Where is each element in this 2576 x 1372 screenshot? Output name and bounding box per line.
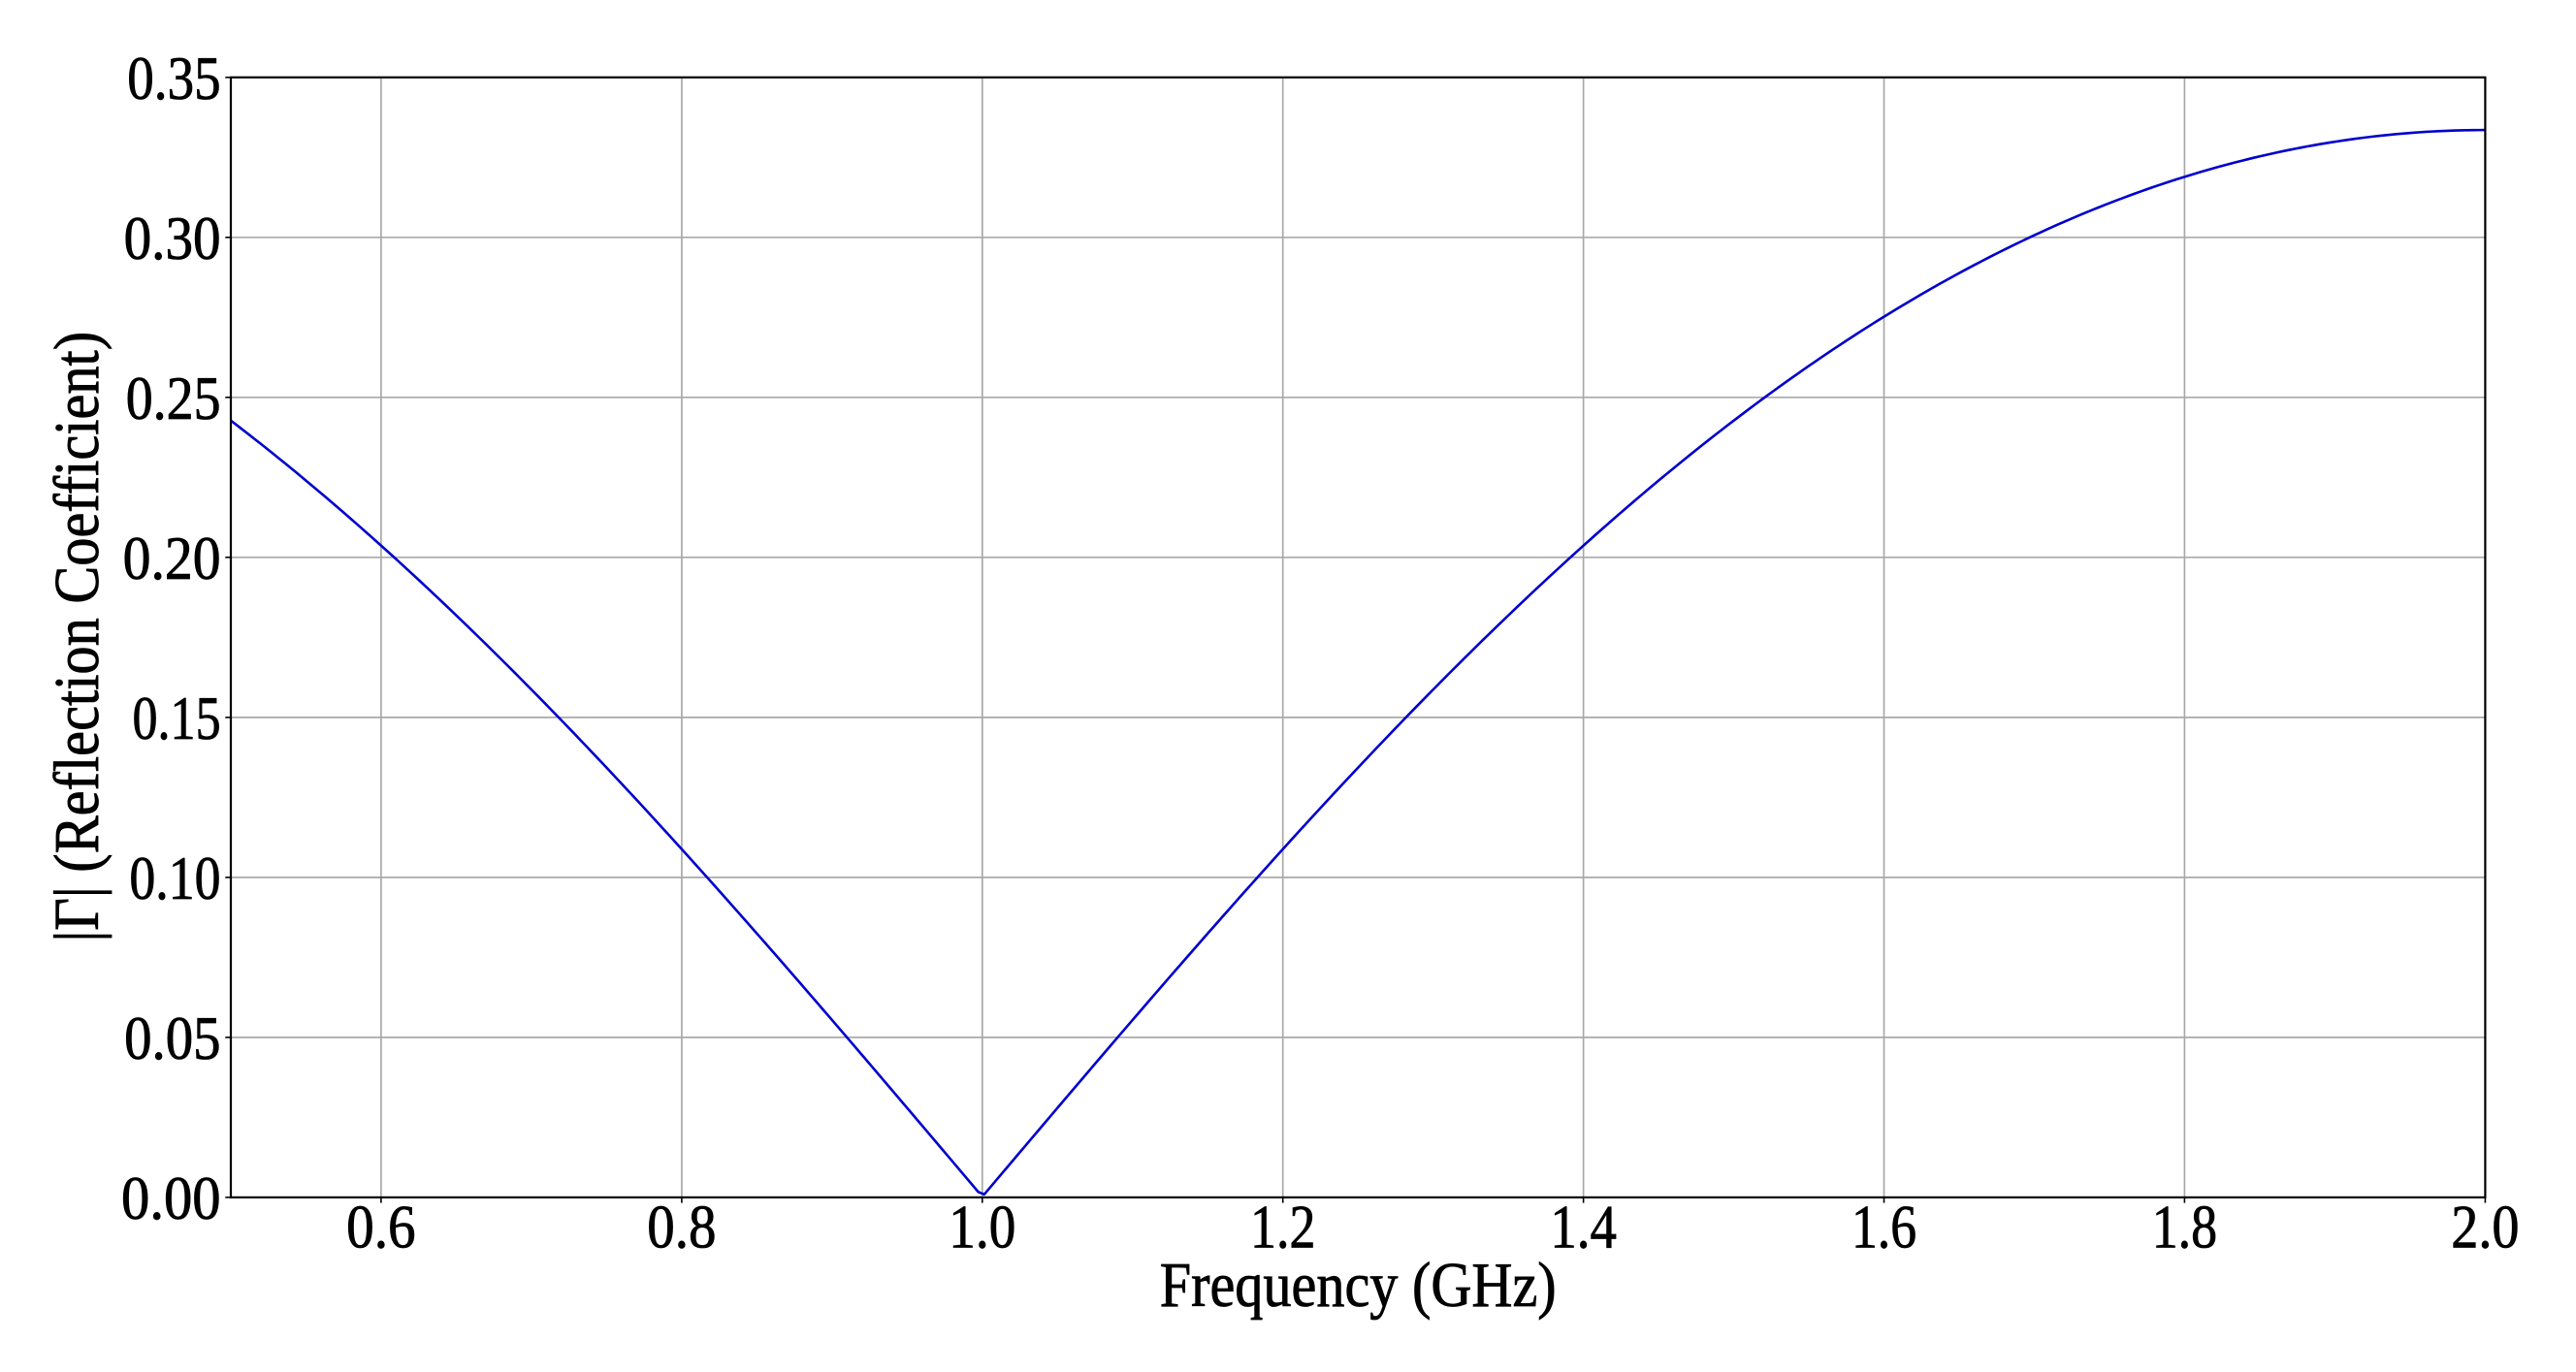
svg-text:0.00: 0.00 [121, 1164, 221, 1232]
svg-text:0.8: 0.8 [647, 1192, 716, 1260]
svg-text:0.15: 0.15 [133, 684, 221, 752]
svg-text:0.35: 0.35 [127, 44, 220, 112]
svg-text:1.0: 1.0 [949, 1192, 1015, 1260]
svg-text:0.25: 0.25 [126, 364, 221, 432]
svg-text:0.30: 0.30 [124, 204, 221, 272]
svg-text:2.0: 2.0 [2451, 1192, 2519, 1260]
svg-text:0.05: 0.05 [124, 1004, 221, 1072]
svg-text:0.20: 0.20 [123, 524, 221, 592]
svg-text:1.8: 1.8 [2152, 1192, 2217, 1260]
svg-text:|Γ| (Reflection Coefficient): |Γ| (Reflection Coefficient) [42, 332, 113, 942]
svg-text:0.6: 0.6 [346, 1192, 416, 1260]
svg-text:1.2: 1.2 [1250, 1192, 1315, 1260]
svg-text:Frequency (GHz): Frequency (GHz) [1160, 1250, 1557, 1321]
svg-text:0.10: 0.10 [129, 844, 220, 912]
svg-text:1.4: 1.4 [1550, 1192, 1617, 1260]
svg-text:1.6: 1.6 [1852, 1192, 1916, 1260]
